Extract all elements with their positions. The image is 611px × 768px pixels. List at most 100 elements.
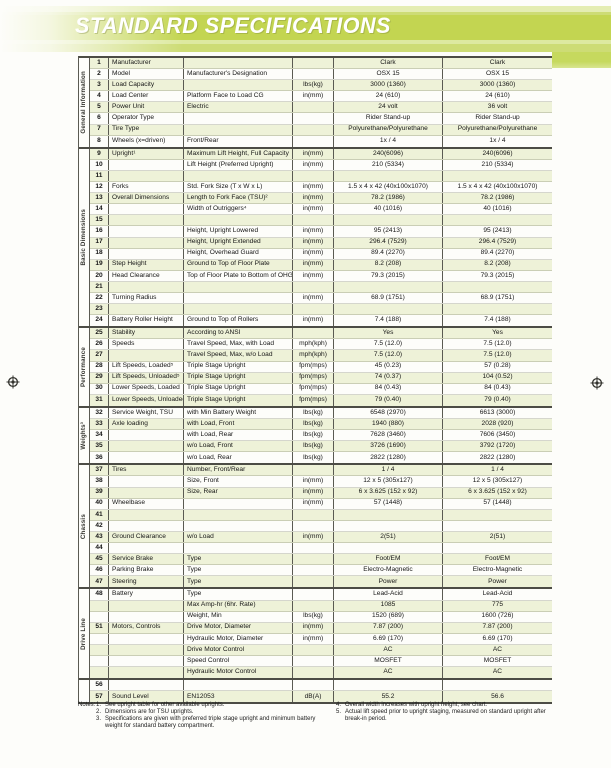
value-cell-model1: 7.4 (188) — [334, 315, 443, 327]
value-cell-model2: 40 (1016) — [483, 204, 512, 212]
table-row: 16 Height, Upright Lowered in(mm) 95 (2413)… — [90, 226, 552, 238]
value-cell-model2: 68.9 (1751) — [480, 293, 515, 301]
note-number: 3. — [96, 716, 102, 722]
value-cell-model1: 2(51) — [334, 531, 443, 543]
units-cell — [293, 102, 334, 113]
value-cell-model2: 56.6 — [491, 692, 504, 700]
units-cell — [293, 644, 334, 655]
value-cell-model1: 45 (0.23) — [334, 361, 443, 372]
table-row: 18 Height, Overhead Guard in(mm) 89.4 (2270… — [90, 248, 552, 260]
note-item: 1. See upright table for other available … — [96, 702, 318, 709]
spec-desc-cell — [184, 304, 293, 315]
spec-name-cell: Turning Radius — [109, 292, 184, 304]
notes-block: Notes: 1. See upright table for other ava… — [78, 702, 548, 730]
row-number-cell: 31 — [90, 394, 109, 406]
value-cell-model1: 7.5 (12.0) — [334, 350, 443, 361]
spec-desc-cell: w/o Load, Front — [184, 441, 293, 452]
table-section: Drive Line 48 Battery Type Lead-Acid Lead-Aci… — [79, 587, 552, 679]
row-number-cell: 51 — [90, 622, 109, 633]
row-number-cell: 8 — [90, 135, 109, 147]
spec-name-cell: Motors, Controls — [109, 622, 184, 633]
spec-name-cell: Overall Dimensions — [109, 193, 184, 204]
table-row: 21 — [90, 281, 552, 293]
row-number-cell: 27 — [90, 350, 109, 361]
spec-desc-cell: Front/Rear — [184, 135, 293, 147]
value-cell-model1: 79.3 (2015) — [334, 270, 443, 281]
table-row: 40 Wheelbase in(mm) 57 (1448) 57 (1448) — [90, 498, 552, 510]
value-cell-model1: 7.87 (200) — [334, 622, 443, 633]
value-cell-model1: 79 (0.40) — [334, 394, 443, 406]
spec-desc-cell: Height, Upright Lowered — [184, 226, 293, 237]
row-number-cell: 44 — [90, 543, 109, 554]
spec-desc-cell: Platform Face to Load CG — [184, 91, 293, 102]
value-cell-model2: AC — [492, 645, 503, 653]
row-number-cell: 15 — [90, 215, 109, 226]
table-row: 37 Tires Number, Front/Rear 1 / 4 1 / 4 — [90, 465, 552, 477]
table-row: 17 Height, Upright Extended in(mm) 296.4 (7… — [90, 237, 552, 249]
section-rows: 25 Stability According to ANSI Yes Yes 26 Spee… — [90, 328, 552, 406]
spec-desc-cell: w/o Load — [184, 531, 293, 543]
value-cell-model1 — [334, 215, 443, 226]
spec-name-cell: Power Unit — [109, 102, 184, 113]
units-cell: lbs(kg) — [293, 452, 334, 464]
note-item: 5. Actual lift speed prior to upright sta… — [336, 709, 548, 723]
spec-desc-cell — [184, 498, 293, 509]
spec-name-cell — [109, 226, 184, 237]
row-number-cell: 30 — [90, 383, 109, 394]
table-row: 3 Load Capacity lbs(kg) 3000 (1360) 3000 (13… — [90, 80, 552, 92]
table-row: 25 Stability According to ANSI Yes Yes — [90, 328, 552, 340]
spec-desc-cell: Triple Stage Upright — [184, 394, 293, 406]
spec-name-cell — [109, 215, 184, 226]
units-cell — [293, 655, 334, 667]
value-cell-model1: 89.4 (2270) — [334, 248, 443, 259]
spec-name-cell: Stability — [109, 328, 184, 339]
table-row: 47 Steering Type Power Power — [90, 576, 552, 588]
units-cell: in(mm) — [293, 193, 334, 204]
table-row: 20 Head Clearance Top of Floor Plate to Bo… — [90, 270, 552, 282]
units-cell: in(mm) — [293, 315, 334, 327]
units-cell: mph(kph) — [293, 350, 334, 361]
value-cell-model2: 296.4 (7529) — [478, 238, 517, 246]
units-cell: in(mm) — [293, 270, 334, 281]
row-number-cell — [90, 633, 109, 644]
value-cell-model1: Lead-Acid — [334, 589, 443, 600]
row-number-cell: 33 — [90, 419, 109, 430]
table-row: 57 Sound Level EN12053 dB(A) 55.2 56.6 — [90, 691, 552, 703]
units-cell: lbs(kg) — [293, 430, 334, 441]
spec-name-cell: Service Weight, TSU — [109, 407, 184, 418]
units-cell — [293, 576, 334, 588]
section-label-cell: Weights³ — [79, 407, 90, 464]
units-cell: in(mm) — [293, 91, 334, 102]
table-row: 23 — [90, 304, 552, 316]
spec-desc-cell — [184, 281, 293, 292]
row-number-cell: 46 — [90, 565, 109, 576]
value-cell-model1: Clark — [334, 58, 443, 69]
row-number-cell: 14 — [90, 204, 109, 215]
value-cell-model1: 40 (1016) — [334, 204, 443, 215]
spec-desc-cell — [184, 170, 293, 182]
table-row: 11 — [90, 170, 552, 183]
spec-desc-cell: Height, Overhead Guard — [184, 248, 293, 259]
spec-name-cell — [109, 350, 184, 361]
section-label-cell: Basic Dimensions — [79, 148, 90, 327]
spec-name-cell: Tire Type — [109, 124, 184, 135]
table-row: 22 Turning Radius in(mm) 68.9 (1751) 68.9 (1… — [90, 292, 552, 305]
table-row: 13 Overall Dimensions Length to Fork Face … — [90, 193, 552, 205]
spec-name-cell — [109, 452, 184, 464]
value-cell-model2: 3792 (1720) — [479, 441, 516, 449]
table-row: 2 Model Manufacturer's Designation OSX 15 OS… — [90, 69, 552, 81]
spec-desc-cell: with Load, Rear — [184, 430, 293, 441]
table-row: 41 — [90, 509, 552, 521]
value-cell-model1: Electro-Magnetic — [334, 565, 443, 576]
section-rows: 32 Service Weight, TSU with Min Battery We… — [90, 407, 552, 464]
value-cell-model2: 6 x 3.625 (152 x 92) — [468, 488, 527, 496]
units-cell: mph(kph) — [293, 339, 334, 350]
row-number-cell: 22 — [90, 292, 109, 304]
units-cell: in(mm) — [293, 248, 334, 259]
table-row: 30 Lower Speeds, Loaded Triple Stage Uprig… — [90, 383, 552, 395]
value-cell-model2: 7.87 (200) — [482, 623, 513, 631]
spec-desc-cell: Maximum Lift Height, Full Capacity — [184, 148, 293, 159]
row-number-cell: 3 — [90, 80, 109, 91]
note-text: Dimensions are for TSU uprights. — [105, 709, 194, 715]
row-number-cell: 39 — [90, 487, 109, 498]
